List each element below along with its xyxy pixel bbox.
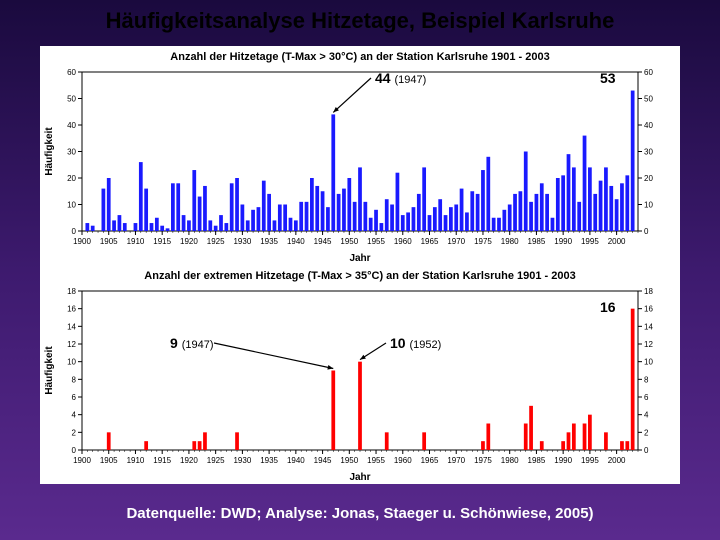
svg-text:1900: 1900: [73, 237, 91, 246]
svg-text:16: 16: [644, 305, 653, 314]
svg-text:10: 10: [67, 358, 76, 367]
svg-text:Jahr: Jahr: [349, 253, 370, 264]
data-source: Datenquelle: DWD; Analyse: Jonas, Staege…: [0, 505, 720, 522]
svg-text:40: 40: [644, 121, 653, 130]
svg-text:1925: 1925: [207, 456, 225, 465]
svg-text:20: 20: [67, 174, 76, 183]
svg-text:2000: 2000: [608, 456, 626, 465]
svg-text:14: 14: [644, 322, 653, 331]
svg-text:10: 10: [644, 201, 653, 210]
annotation: 53: [600, 70, 616, 86]
svg-text:Anzahl der Hitzetage (T-Max >: Anzahl der Hitzetage (T-Max > 30°C) an d…: [170, 51, 549, 63]
svg-text:1975: 1975: [474, 456, 492, 465]
svg-text:Häufigkeit: Häufigkeit: [44, 127, 55, 176]
svg-text:18: 18: [644, 287, 653, 296]
svg-text:1925: 1925: [207, 237, 225, 246]
svg-text:1920: 1920: [180, 456, 198, 465]
svg-text:6: 6: [72, 393, 77, 402]
svg-text:1950: 1950: [340, 237, 358, 246]
svg-text:2000: 2000: [608, 237, 626, 246]
svg-text:1930: 1930: [233, 456, 251, 465]
svg-text:1945: 1945: [314, 456, 332, 465]
svg-text:1935: 1935: [260, 237, 278, 246]
chart-extreme-hitzetage: Anzahl der extremen Hitzetage (T-Max > 3…: [40, 265, 680, 484]
svg-text:2: 2: [644, 428, 649, 437]
svg-text:1915: 1915: [153, 237, 171, 246]
svg-text:30: 30: [644, 148, 653, 157]
svg-text:1905: 1905: [100, 237, 118, 246]
svg-text:1940: 1940: [287, 237, 305, 246]
svg-text:14: 14: [67, 322, 76, 331]
svg-text:1965: 1965: [421, 456, 439, 465]
svg-text:1955: 1955: [367, 456, 385, 465]
svg-text:0: 0: [644, 227, 649, 236]
annotation: 10 (1952): [390, 335, 441, 351]
svg-text:1920: 1920: [180, 237, 198, 246]
svg-text:2: 2: [72, 428, 77, 437]
svg-text:1945: 1945: [314, 237, 332, 246]
annotation: 9 (1947): [170, 335, 213, 351]
svg-text:16: 16: [67, 305, 76, 314]
svg-text:1950: 1950: [340, 456, 358, 465]
svg-text:1980: 1980: [501, 456, 519, 465]
svg-text:1900: 1900: [73, 456, 91, 465]
chart-hitzetage: Anzahl der Hitzetage (T-Max > 30°C) an d…: [40, 46, 680, 265]
svg-text:1935: 1935: [260, 456, 278, 465]
svg-text:1955: 1955: [367, 237, 385, 246]
svg-text:10: 10: [644, 358, 653, 367]
svg-text:50: 50: [644, 95, 653, 104]
svg-text:18: 18: [67, 287, 76, 296]
svg-text:60: 60: [644, 68, 653, 77]
svg-text:6: 6: [644, 393, 649, 402]
svg-text:30: 30: [67, 148, 76, 157]
slide: Häufigkeitsanalyse Hitzetage, Beispiel K…: [0, 0, 720, 540]
svg-text:1975: 1975: [474, 237, 492, 246]
svg-text:1985: 1985: [528, 456, 546, 465]
svg-text:12: 12: [644, 340, 653, 349]
svg-text:Anzahl der extremen Hitzetage: Anzahl der extremen Hitzetage (T-Max > 3…: [144, 270, 575, 282]
svg-text:1965: 1965: [421, 237, 439, 246]
svg-text:0: 0: [644, 446, 649, 455]
svg-text:1970: 1970: [447, 237, 465, 246]
svg-text:40: 40: [67, 121, 76, 130]
svg-text:0: 0: [72, 446, 77, 455]
svg-text:Häufigkeit: Häufigkeit: [44, 346, 55, 395]
svg-text:0: 0: [72, 227, 77, 236]
page-title: Häufigkeitsanalyse Hitzetage, Beispiel K…: [0, 8, 720, 34]
svg-text:1905: 1905: [100, 456, 118, 465]
svg-text:50: 50: [67, 95, 76, 104]
svg-text:1970: 1970: [447, 456, 465, 465]
svg-text:60: 60: [67, 68, 76, 77]
svg-text:1930: 1930: [233, 237, 251, 246]
annotation: 44 (1947): [375, 70, 426, 86]
svg-text:4: 4: [644, 411, 649, 420]
svg-text:1910: 1910: [127, 237, 145, 246]
svg-text:10: 10: [67, 201, 76, 210]
svg-text:4: 4: [72, 411, 77, 420]
annotation: 16: [600, 299, 616, 315]
svg-text:8: 8: [644, 375, 649, 384]
svg-text:1915: 1915: [153, 456, 171, 465]
svg-text:1990: 1990: [554, 237, 572, 246]
svg-text:1995: 1995: [581, 237, 599, 246]
svg-text:1985: 1985: [528, 237, 546, 246]
svg-text:1940: 1940: [287, 456, 305, 465]
svg-text:1990: 1990: [554, 456, 572, 465]
svg-text:1960: 1960: [394, 456, 412, 465]
svg-text:1980: 1980: [501, 237, 519, 246]
svg-text:Jahr: Jahr: [349, 472, 370, 483]
svg-text:1995: 1995: [581, 456, 599, 465]
svg-text:8: 8: [72, 375, 77, 384]
svg-text:1960: 1960: [394, 237, 412, 246]
svg-text:12: 12: [67, 340, 76, 349]
svg-text:1910: 1910: [127, 456, 145, 465]
charts-panel: Anzahl der Hitzetage (T-Max > 30°C) an d…: [40, 46, 680, 484]
svg-text:20: 20: [644, 174, 653, 183]
